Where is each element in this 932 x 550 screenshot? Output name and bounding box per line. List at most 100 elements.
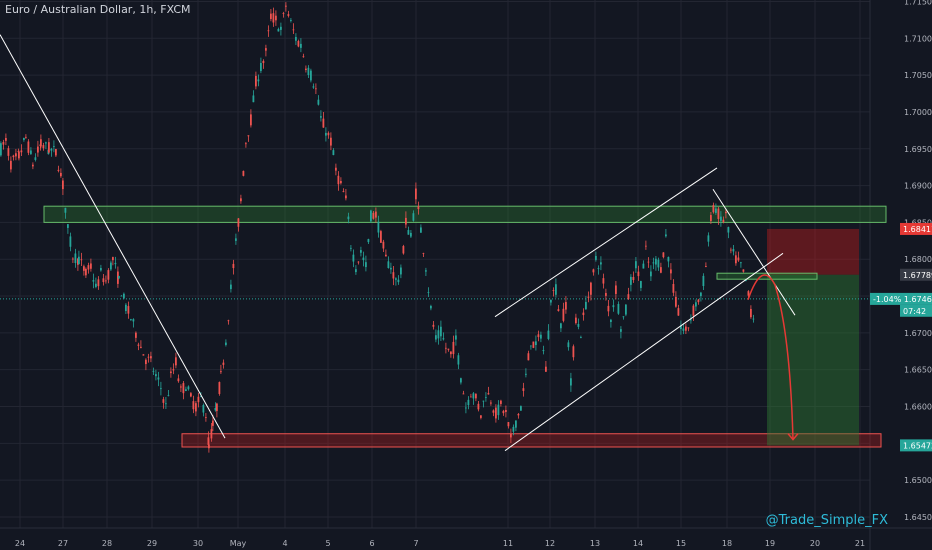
candle-body [482, 400, 485, 402]
candle-body [37, 146, 39, 153]
candle-body [290, 19, 292, 21]
candle-body [410, 232, 412, 237]
candle-body [42, 145, 45, 149]
candle-body [490, 402, 492, 404]
candle-body [205, 417, 207, 418]
candle-body [123, 293, 125, 299]
candle-body [557, 309, 560, 311]
candle-body [20, 150, 23, 153]
candle-body [547, 330, 550, 339]
candle-body [480, 415, 482, 418]
candle-body [442, 338, 445, 340]
candle-body [635, 261, 637, 269]
candle-body [362, 257, 365, 261]
x-tick-label: 24 [15, 539, 25, 548]
y-tick-label: 1.65000 [904, 476, 932, 485]
candle-body [505, 409, 507, 412]
candle-body [270, 13, 272, 20]
candle-body [372, 212, 375, 219]
candle-body [447, 348, 450, 350]
candle-body [745, 280, 747, 281]
take-profit-zone [767, 274, 859, 446]
candle-body [585, 301, 587, 310]
candle-body [532, 341, 535, 348]
candle-body [487, 393, 490, 395]
candle-body [167, 395, 170, 397]
candle-body [177, 378, 180, 382]
candle-body [680, 325, 682, 330]
candle-body [485, 396, 487, 398]
candle-body [240, 198, 242, 202]
candle-body [118, 276, 120, 279]
candle-body [170, 371, 172, 374]
candle-body [415, 188, 417, 200]
candle-body [227, 320, 230, 322]
channel-upper-line [494, 167, 718, 318]
candle-body [495, 407, 497, 419]
candle-body [625, 304, 627, 315]
candle-body [662, 252, 665, 258]
candle-body [237, 218, 240, 227]
candle-body [682, 328, 685, 331]
candle-body [83, 266, 85, 271]
support-zone [181, 433, 882, 448]
candle-body [87, 265, 90, 270]
candle-body [67, 224, 69, 228]
candle-body [512, 426, 515, 432]
price-label-current-price [870, 292, 932, 305]
candle-body [18, 151, 20, 159]
candle-body [657, 259, 660, 268]
candle-body [402, 246, 405, 254]
candle-body [117, 271, 119, 284]
candle-body [17, 151, 20, 152]
candle-body [717, 208, 720, 219]
candle-body [212, 420, 214, 426]
candle-body [690, 319, 692, 321]
candle-body [27, 141, 30, 153]
candle-body [395, 278, 397, 280]
x-tick-label: 4 [282, 539, 287, 548]
candle-body [477, 403, 480, 410]
x-tick-label: 7 [413, 539, 418, 548]
candle-body [7, 148, 10, 156]
candle-body [595, 255, 597, 260]
candle-body [97, 279, 100, 287]
candle-body [142, 354, 145, 356]
candle-body [77, 258, 79, 265]
candle-body [462, 393, 465, 395]
candle-body [705, 266, 707, 268]
candle-body [577, 324, 580, 327]
candle-body [272, 13, 275, 23]
candle-body [355, 269, 357, 273]
candle-body [252, 95, 255, 103]
candle-body [5, 138, 7, 141]
candle-body [587, 296, 590, 298]
candle-body [327, 132, 330, 136]
candle-body [727, 227, 730, 233]
candle-body [407, 230, 410, 235]
candle-body [525, 373, 527, 375]
candle-body [287, 14, 290, 16]
candle-body [412, 213, 415, 221]
candle-body [387, 261, 390, 269]
candle-body [282, 13, 285, 14]
candle-body [165, 403, 167, 405]
candle-body [452, 341, 455, 355]
candle-body [140, 346, 142, 348]
candle-body [250, 114, 252, 126]
candle-body [350, 247, 352, 249]
candle-body [392, 272, 395, 279]
candle-body [78, 256, 80, 265]
candle-body [420, 227, 422, 233]
candle-body [50, 148, 53, 151]
candle-body [218, 382, 221, 394]
candle-body [627, 294, 630, 299]
candle-body [105, 280, 107, 282]
candle-body [517, 413, 520, 416]
candle-body [160, 388, 162, 390]
candle-body [642, 263, 645, 269]
candle-body [720, 216, 722, 221]
candle-body [507, 422, 510, 427]
candle-body [702, 275, 705, 287]
